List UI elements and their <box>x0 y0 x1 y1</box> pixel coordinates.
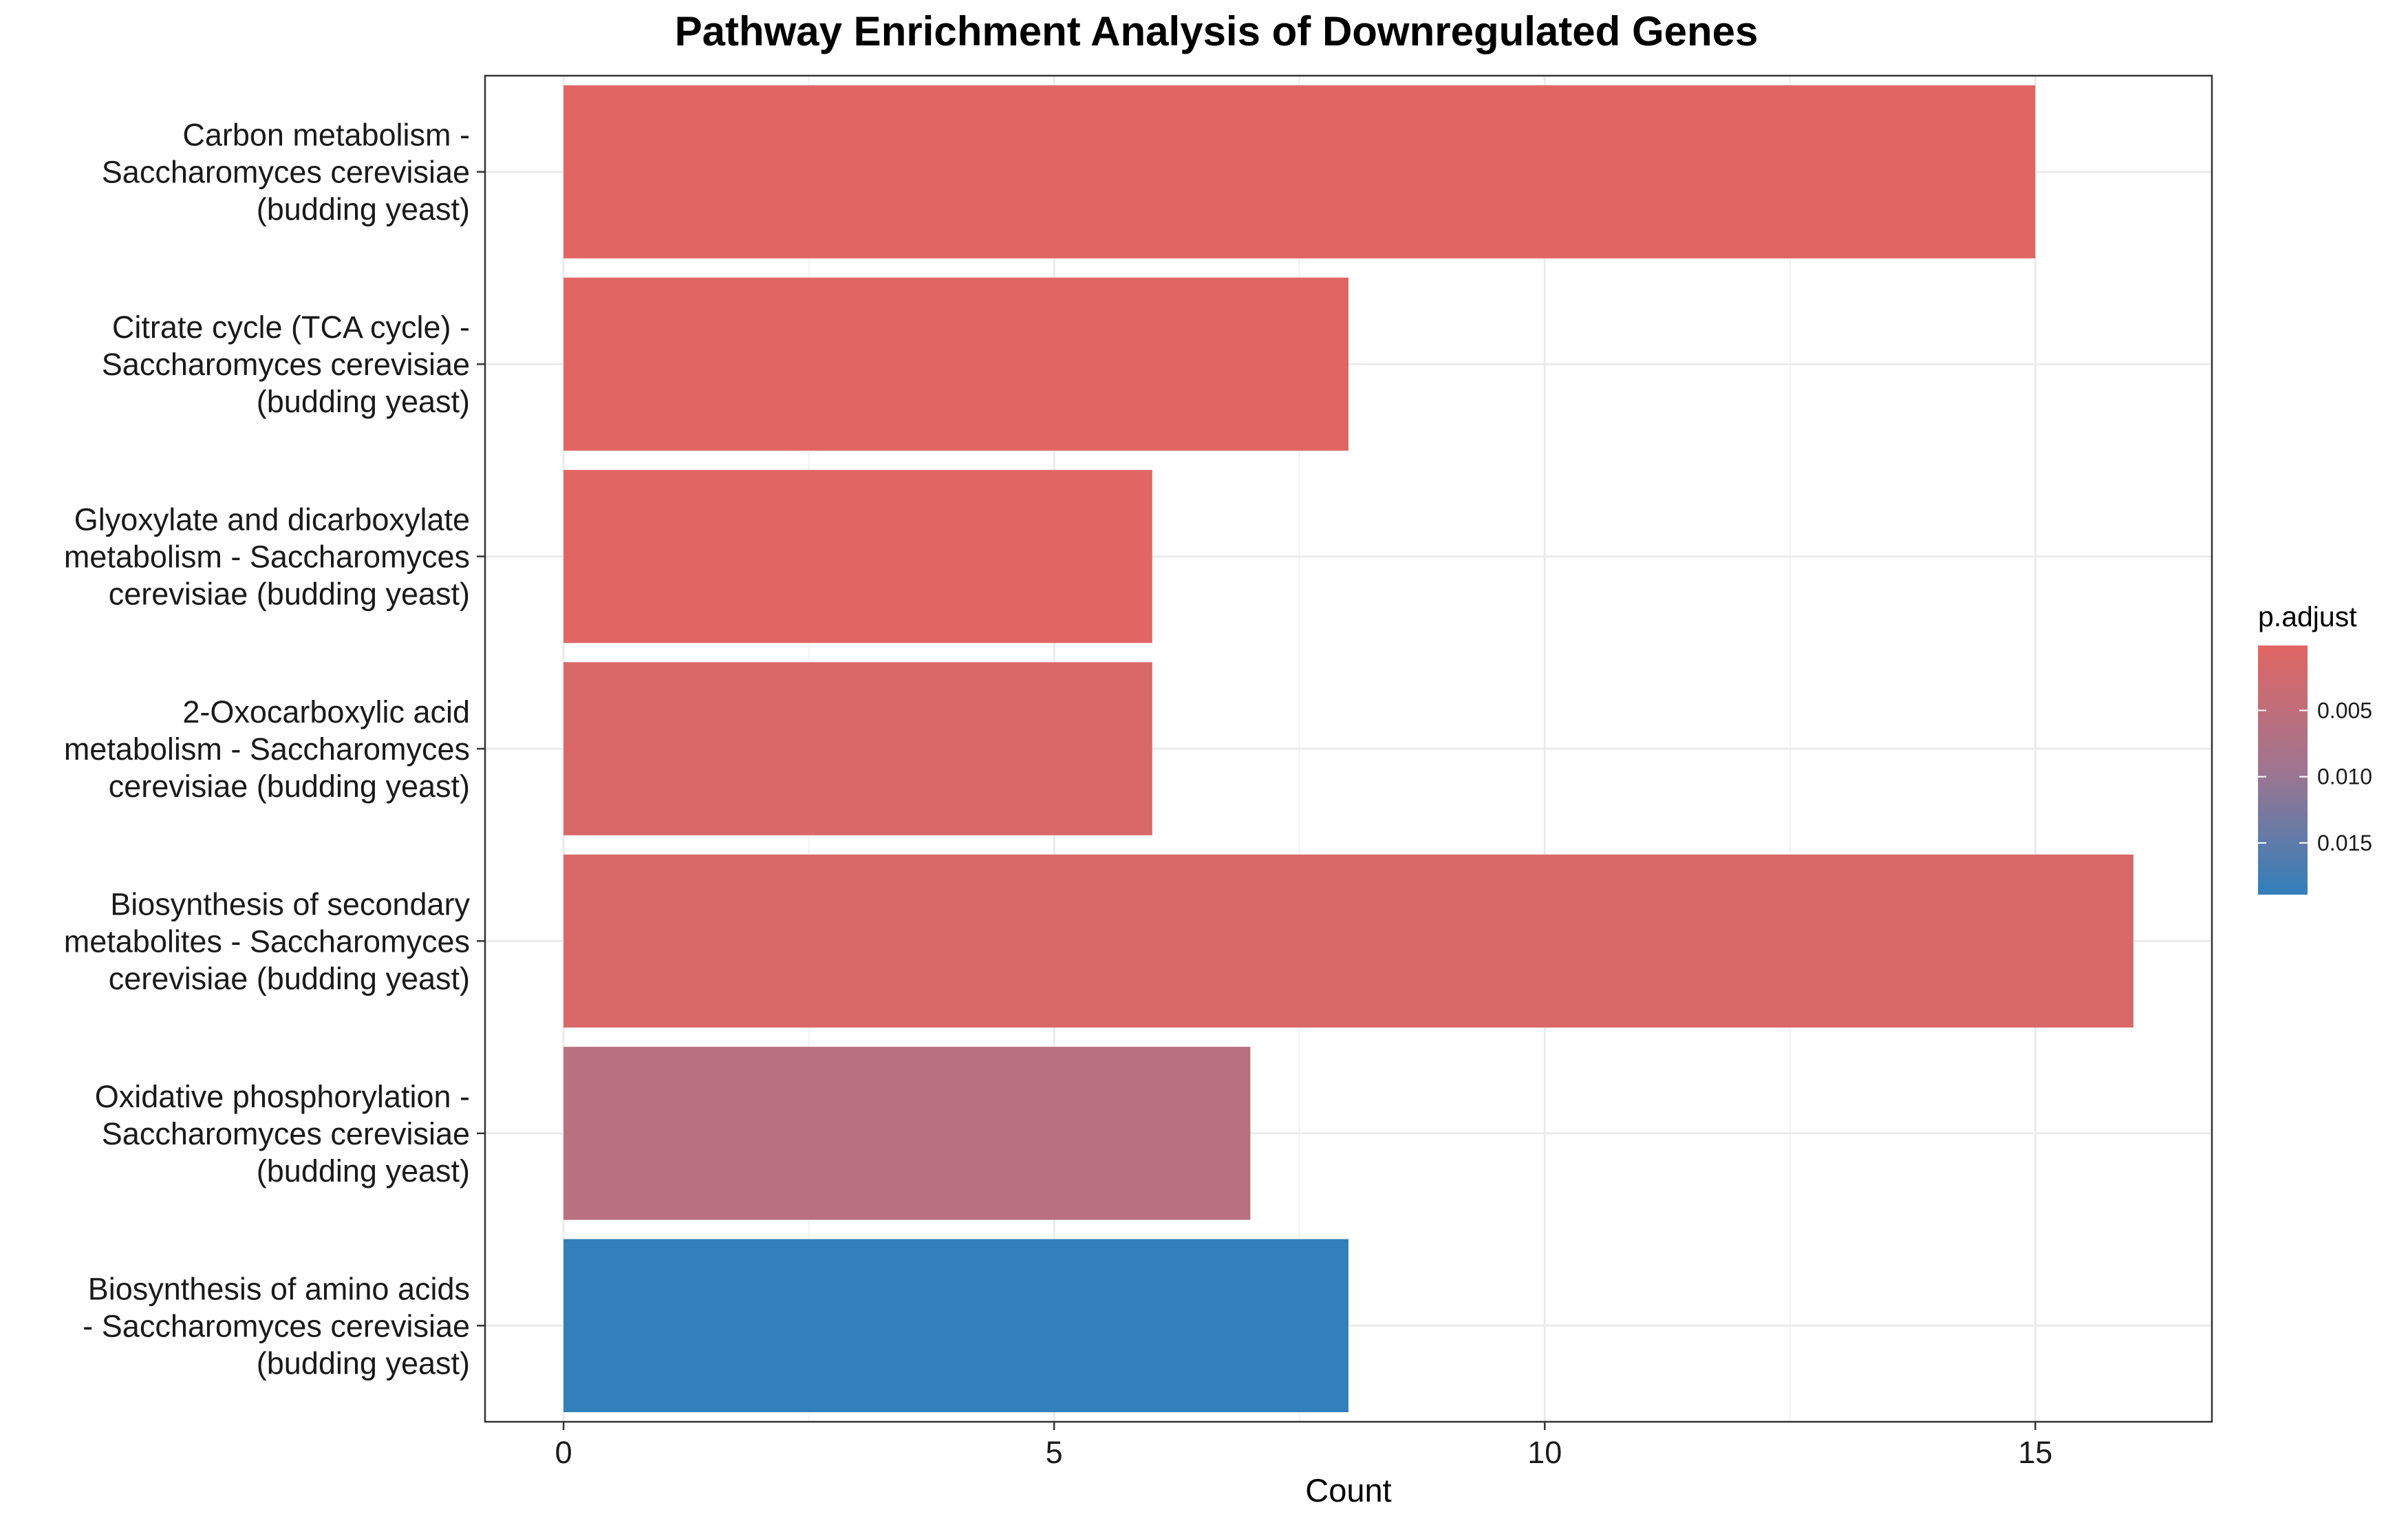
y-tick-label-line: metabolism - Saccharomyces <box>64 540 470 575</box>
y-tick-label-line: - Saccharomyces cerevisiae <box>83 1308 470 1343</box>
y-tick-label-line: metabolism - Saccharomyces <box>64 732 470 767</box>
legend-tick-label: 0.005 <box>2317 698 2372 723</box>
y-tick-label-line: Citrate cycle (TCA cycle) - <box>112 310 470 345</box>
y-tick-label-line: Saccharomyces cerevisiae <box>102 347 470 382</box>
y-tick-label: 2-Oxocarboxylic acid metabolism - Sacchar… <box>64 694 470 804</box>
y-tick-label-line: 2-Oxocarboxylic acid <box>182 694 470 729</box>
legend-ticks: 0.005 0.010 0.015 <box>2258 698 2372 855</box>
legend-tick-label: 0.015 <box>2317 831 2372 855</box>
legend-title: p.adjust <box>2258 601 2357 632</box>
y-tick-label: Citrate cycle (TCA cycle) -Saccharomyces… <box>102 310 470 419</box>
y-tick-label-line: cerevisiae (budding yeast) <box>109 961 470 996</box>
y-tick-label: Glyoxylate and dicarboxylate metabolism -… <box>64 502 470 612</box>
y-tick-label-line: Biosynthesis of amino acids <box>88 1271 470 1306</box>
legend: p.adjust 0.005 0.010 0.015 <box>2258 601 2372 895</box>
bars <box>563 85 2133 1413</box>
x-tick-label: 0 <box>555 1435 572 1470</box>
bar <box>563 662 1152 835</box>
y-tick-label-line: Oxidative phosphorylation - <box>95 1079 470 1114</box>
bar <box>563 85 2036 259</box>
bar <box>563 1047 1251 1220</box>
y-tick-label-line: cerevisiae (budding yeast) <box>109 769 470 804</box>
y-tick-label-line: (budding yeast) <box>257 192 470 227</box>
y-tick-label: Biosynthesis of secondary metabolites - S… <box>64 886 471 996</box>
y-tick-label: Biosynthesis of amino acids - Saccharomyc… <box>83 1271 470 1380</box>
y-tick-label-line: Glyoxylate and dicarboxylate <box>74 502 470 537</box>
bar <box>563 277 1349 451</box>
x-axis: 0 5 10 15 <box>555 1422 2052 1470</box>
y-tick-label-line: (budding yeast) <box>257 1153 470 1188</box>
x-axis-title: Count <box>1305 1472 1391 1508</box>
x-tick-label: 10 <box>1527 1435 1562 1470</box>
bar <box>563 1239 1349 1413</box>
y-axis: Carbon metabolism -Saccharomyces cerevis… <box>64 118 485 1380</box>
y-tick-label-line: (budding yeast) <box>257 1345 470 1380</box>
bar <box>563 854 2133 1028</box>
y-tick-label: Carbon metabolism -Saccharomyces cerevis… <box>102 118 470 227</box>
y-tick-label-line: (budding yeast) <box>257 384 470 419</box>
y-tick-label-line: Saccharomyces cerevisiae <box>102 155 470 190</box>
y-tick-label-line: Saccharomyces cerevisiae <box>102 1116 470 1151</box>
legend-tick-label: 0.010 <box>2317 765 2372 789</box>
x-tick-label: 5 <box>1046 1435 1063 1470</box>
bar <box>563 469 1152 643</box>
y-tick-label-line: metabolites - Saccharomyces <box>64 924 470 959</box>
y-tick-label: Oxidative phosphorylation -Saccharomyces… <box>95 1079 470 1188</box>
legend-colorbar <box>2258 646 2308 895</box>
y-tick-label-line: cerevisiae (budding yeast) <box>109 577 470 612</box>
y-tick-label-line: Carbon metabolism - <box>182 118 470 153</box>
x-tick-label: 15 <box>2018 1435 2052 1470</box>
chart-title: Pathway Enrichment Analysis of Downregul… <box>675 8 1759 54</box>
y-tick-label-line: Biosynthesis of secondary <box>110 886 470 921</box>
